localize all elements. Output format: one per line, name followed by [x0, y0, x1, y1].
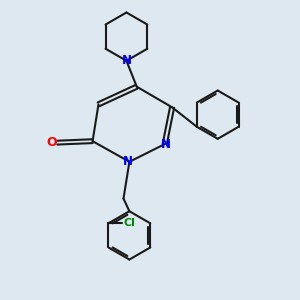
Text: O: O [46, 136, 57, 149]
Text: N: N [123, 155, 133, 168]
Text: N: N [122, 54, 131, 67]
Text: N: N [161, 138, 171, 151]
Text: Cl: Cl [123, 218, 135, 228]
